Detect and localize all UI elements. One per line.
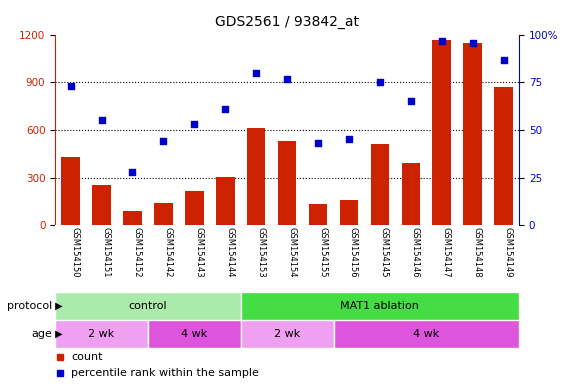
Point	[282, 76, 292, 82]
Text: GSM154151: GSM154151	[102, 227, 111, 278]
Point	[313, 140, 322, 146]
Point	[345, 136, 354, 142]
Bar	[185, 191, 204, 225]
Bar	[247, 128, 266, 225]
Text: GSM154144: GSM154144	[225, 227, 234, 278]
Point	[128, 169, 137, 175]
Bar	[494, 87, 513, 225]
Text: GSM154146: GSM154146	[411, 227, 420, 278]
Bar	[55, 292, 241, 320]
Text: GDS2561 / 93842_at: GDS2561 / 93842_at	[215, 15, 359, 29]
Bar	[463, 43, 482, 225]
Point	[66, 83, 75, 89]
Text: 2 wk: 2 wk	[88, 329, 115, 339]
Bar	[334, 320, 519, 348]
Text: GSM154155: GSM154155	[318, 227, 327, 278]
Bar	[148, 320, 241, 348]
Text: GSM154154: GSM154154	[287, 227, 296, 278]
Text: GSM154143: GSM154143	[194, 227, 204, 278]
Point	[468, 40, 477, 46]
Text: ▶: ▶	[52, 301, 63, 311]
Bar	[371, 144, 389, 225]
Text: GSM154150: GSM154150	[71, 227, 79, 278]
Bar	[154, 203, 173, 225]
Bar	[241, 320, 334, 348]
Bar	[123, 211, 142, 225]
Bar	[401, 163, 420, 225]
Point	[437, 38, 447, 44]
Text: GSM154153: GSM154153	[256, 227, 265, 278]
Text: 4 wk: 4 wk	[181, 329, 208, 339]
Text: percentile rank within the sample: percentile rank within the sample	[71, 368, 259, 378]
Point	[220, 106, 230, 112]
Point	[190, 121, 199, 127]
Point	[252, 70, 261, 76]
Text: control: control	[129, 301, 167, 311]
Bar	[433, 40, 451, 225]
Text: MAT1 ablation: MAT1 ablation	[340, 301, 419, 311]
Text: GSM154145: GSM154145	[380, 227, 389, 278]
Bar	[61, 157, 80, 225]
Bar	[340, 200, 358, 225]
Text: GSM154149: GSM154149	[503, 227, 513, 278]
Text: GSM154148: GSM154148	[473, 227, 482, 278]
Text: age: age	[31, 329, 52, 339]
Point	[375, 79, 385, 86]
Bar	[241, 292, 519, 320]
Bar	[92, 185, 111, 225]
Text: GSM154142: GSM154142	[164, 227, 172, 278]
Bar	[309, 204, 327, 225]
Text: GSM154152: GSM154152	[132, 227, 142, 278]
Point	[97, 118, 106, 124]
Point	[159, 138, 168, 144]
Point	[499, 56, 508, 63]
Text: 2 wk: 2 wk	[274, 329, 300, 339]
Text: protocol: protocol	[7, 301, 52, 311]
Text: GSM154147: GSM154147	[442, 227, 451, 278]
Text: count: count	[71, 352, 103, 362]
Bar	[278, 141, 296, 225]
Text: 4 wk: 4 wk	[413, 329, 440, 339]
Bar	[216, 177, 234, 225]
Text: GSM154156: GSM154156	[349, 227, 358, 278]
Text: ▶: ▶	[52, 329, 63, 339]
Bar	[55, 320, 148, 348]
Point	[406, 98, 415, 104]
